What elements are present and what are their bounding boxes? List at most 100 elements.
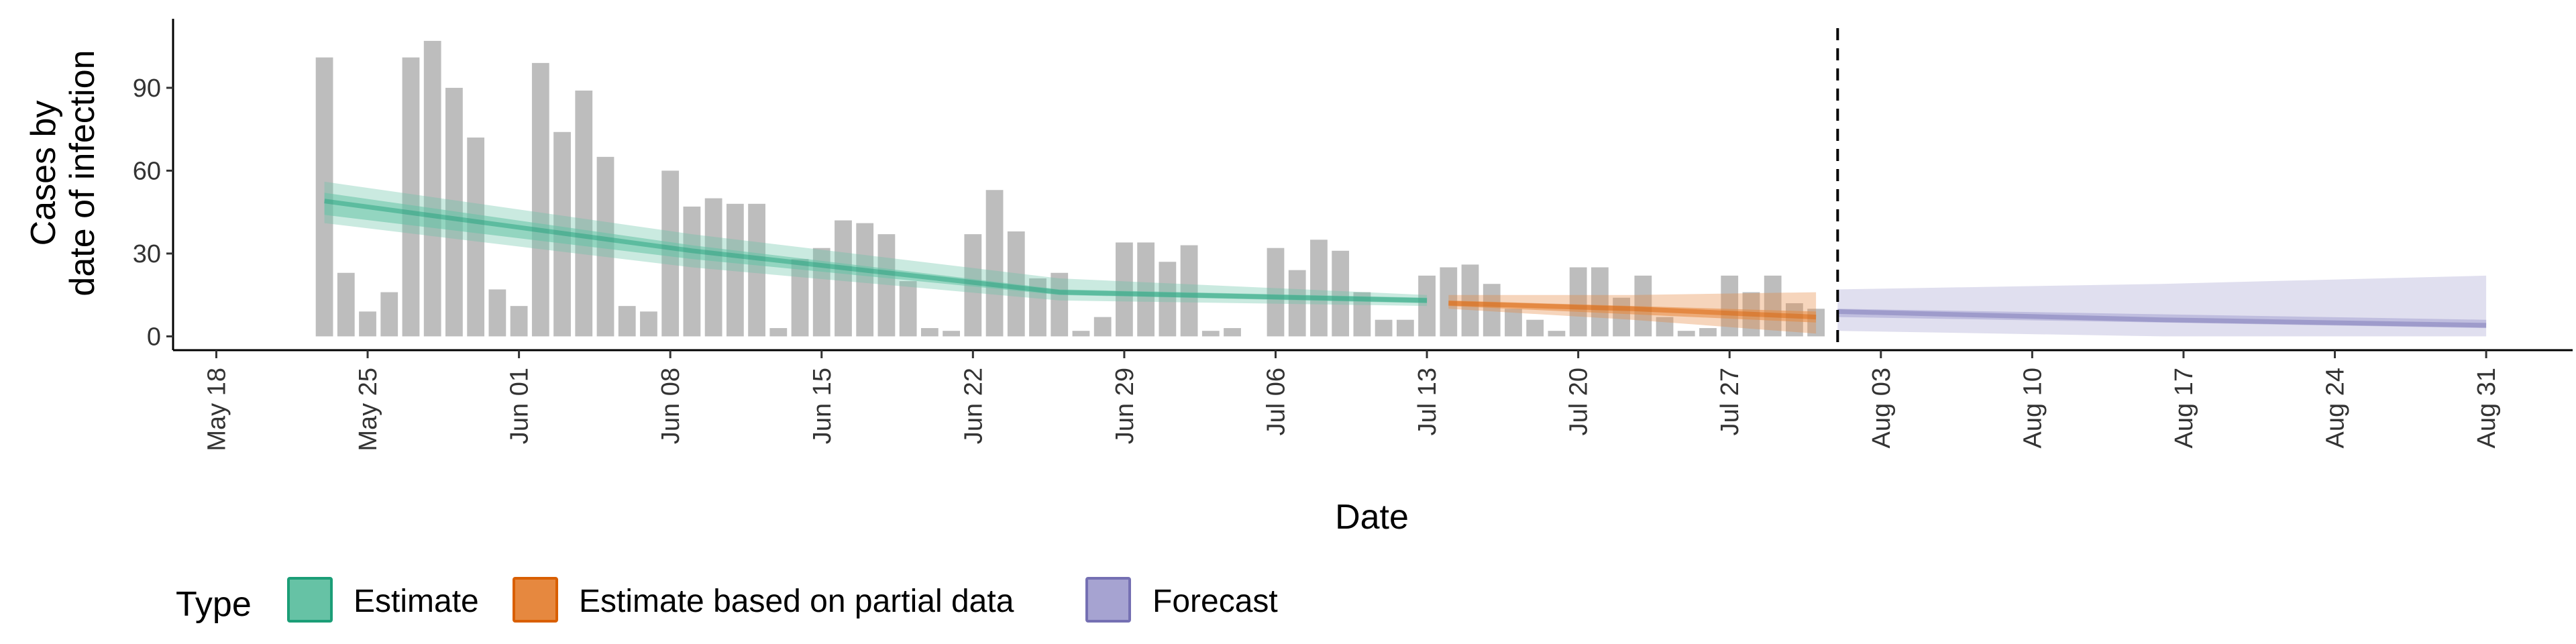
bar — [683, 206, 701, 337]
legend-key-forecast — [1085, 577, 1131, 623]
bar — [1310, 239, 1328, 337]
bar — [1159, 262, 1177, 337]
bar — [488, 289, 506, 337]
x-axis-title: Date — [1335, 498, 1409, 537]
bar — [1288, 270, 1306, 337]
bar — [1224, 328, 1241, 337]
x-tick-label: Aug 03 — [1868, 368, 1896, 448]
bar — [359, 311, 376, 337]
ribbon-median-2 — [1837, 309, 2487, 328]
bar — [1201, 331, 1220, 337]
ribbon-inner-1 — [1448, 300, 1817, 323]
bar — [467, 138, 485, 337]
x-tick-label: Jun 15 — [808, 368, 837, 444]
bar — [1569, 267, 1587, 337]
x-tick-label: Jun 29 — [1111, 368, 1139, 444]
x-tick-label: Jul 20 — [1565, 368, 1593, 435]
bar — [1461, 264, 1479, 337]
bar — [726, 203, 744, 337]
bar — [1051, 272, 1069, 337]
bar — [1634, 275, 1652, 337]
bar — [856, 223, 874, 337]
ribbon-median-0 — [324, 199, 1428, 303]
bar — [748, 203, 765, 337]
x-tick-label: Jun 01 — [506, 368, 534, 444]
bar — [1505, 309, 1522, 337]
x-tick-label: May 18 — [203, 368, 231, 451]
bar — [1116, 242, 1133, 337]
x-tick-label: Jul 13 — [1413, 368, 1442, 435]
legend-item-forecast: Forecast — [1085, 577, 1278, 623]
ribbon-outer-0 — [324, 181, 1428, 307]
bar — [575, 91, 593, 337]
legend-label-partial: Estimate based on partial data — [579, 584, 1014, 619]
y-tick-label: 90 — [133, 74, 161, 103]
x-tick-label: Aug 31 — [2473, 368, 2501, 448]
y-axis-title: Cases by date of infection — [24, 50, 102, 296]
bar — [1483, 284, 1501, 337]
bar — [985, 190, 1004, 337]
bar — [1093, 317, 1112, 337]
bar — [769, 328, 788, 337]
legend: Type Estimate Estimate based on partial … — [176, 577, 1278, 624]
y-axis-title-line-1: Cases by — [24, 101, 63, 246]
bar — [1721, 275, 1739, 337]
x-tick-label: Jul 27 — [1716, 368, 1744, 435]
legend-label-estimate: Estimate — [354, 584, 479, 619]
legend-label-forecast: Forecast — [1152, 584, 1278, 619]
bar — [1375, 319, 1393, 337]
y-axis-title-line-2: date of infection — [63, 50, 102, 296]
axes-layer: 0 30 60 90 May 18 May 25 Jun 01 Jun 08 Jun 15 Jun… — [133, 19, 2573, 451]
bar — [510, 306, 528, 337]
bar — [943, 331, 960, 337]
x-tick-label: Jun 22 — [959, 368, 987, 444]
legend-item-estimate: Estimate — [287, 577, 479, 623]
bar — [1677, 331, 1695, 337]
bar — [835, 220, 852, 337]
x-tick-label: Aug 17 — [2170, 368, 2198, 448]
x-tick-label: Jul 06 — [1263, 368, 1291, 435]
bar — [640, 311, 657, 337]
x-tick-label: Jun 08 — [657, 368, 685, 444]
ribbon-inner-2 — [1837, 309, 2487, 329]
bar — [1418, 275, 1436, 337]
bar — [704, 198, 722, 337]
bar — [1267, 248, 1285, 337]
legend-title: Type — [176, 585, 252, 624]
legend-key-partial — [513, 577, 558, 623]
bar — [877, 234, 896, 337]
bar — [402, 57, 420, 337]
x-tick-label: Aug 24 — [2322, 368, 2350, 448]
bar — [1591, 267, 1609, 337]
bar — [1332, 250, 1350, 337]
bar — [423, 40, 441, 337]
bar — [1548, 331, 1566, 337]
bar — [791, 259, 809, 337]
y-tick-label: 60 — [133, 157, 161, 185]
bar — [1180, 245, 1198, 337]
legend-key-estimate — [287, 577, 333, 623]
bar — [380, 292, 398, 337]
x-tick-label: May 25 — [354, 368, 382, 451]
x-tick-label: Aug 10 — [2019, 368, 2047, 448]
ribbons-layer — [324, 181, 2487, 337]
bar — [618, 306, 636, 337]
ribbon-median-1 — [1448, 301, 1817, 320]
y-tick-label: 0 — [147, 323, 161, 351]
bar — [1613, 297, 1630, 337]
bar — [899, 281, 917, 337]
bar — [1656, 317, 1674, 337]
y-tick-label: 30 — [133, 240, 161, 268]
ribbon-outer-2 — [1837, 275, 2487, 337]
bar — [337, 272, 355, 337]
bar — [531, 62, 549, 337]
bar — [920, 328, 938, 337]
legend-item-partial: Estimate based on partial data — [513, 577, 1014, 623]
bar — [1764, 275, 1782, 337]
bar — [1137, 242, 1155, 337]
bar — [1699, 328, 1717, 337]
bar — [1526, 319, 1544, 337]
bar — [1396, 319, 1414, 337]
bar — [1072, 331, 1090, 337]
